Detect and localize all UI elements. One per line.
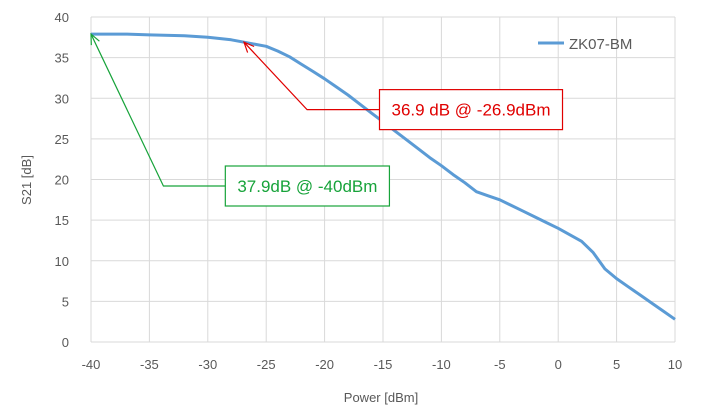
x-tick-label: 0 [555,357,562,372]
annotation-arrowhead [90,32,100,46]
legend: ZK07-BM [538,36,632,53]
annotation: 37.9dB @ -40dBm [90,32,391,207]
y-tick-label: 10 [55,254,69,269]
x-tick-label: -20 [315,357,334,372]
annotations: 36.9 dB @ -26.9dBm 37.9dB @ -40dBm [90,32,564,207]
annotation-arrowhead [242,41,255,53]
y-tick-label: 20 [55,173,69,188]
series-line [91,32,676,321]
annotation-leader [243,41,380,111]
y-tick-label: 15 [55,213,69,228]
x-tick-label: -10 [432,357,451,372]
x-tick-label: -25 [257,357,276,372]
x-axis-title: Power [dBm] [344,390,418,405]
y-tick-label: 5 [62,294,69,309]
y-tick-label: 30 [55,91,69,106]
y-tick-label: 0 [62,335,69,350]
annotation-leader [90,33,226,187]
y-tick-label: 35 [55,51,69,66]
y-tick-label: 25 [55,132,69,147]
x-tick-label: 10 [668,357,682,372]
x-tick-label: -30 [198,357,217,372]
series-layer [91,32,676,321]
annotation-label: 37.9dB @ -40dBm [237,177,377,196]
y-tick-label: 40 [55,10,69,25]
annotation-label: 36.9 dB @ -26.9dBm [391,101,550,120]
x-tick-label: 5 [613,357,620,372]
x-tick-label: -35 [140,357,159,372]
annotation-box [378,89,564,131]
x-tick-label: -5 [494,357,506,372]
axes: -40 -35 -30 -25 -20 -15 -10 -5 0 5 10 0 5 10 15 20 25 30 3… [55,10,683,372]
x-tick-label: -40 [82,357,101,372]
annotation: 36.9 dB @ -26.9dBm [242,41,564,131]
legend-label: ZK07-BM [569,36,632,53]
y-axis-title: S21 [dB] [19,155,34,205]
x-tick-label: -15 [374,357,393,372]
